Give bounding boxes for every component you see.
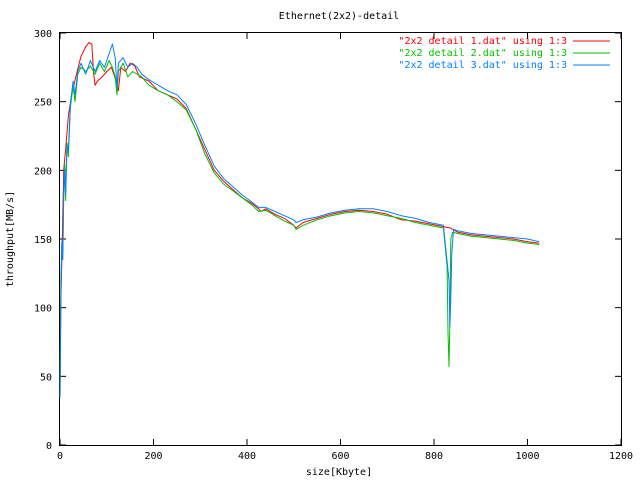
legend: "2x2 detail 1.dat" using 1:3"2x2 detail … bbox=[398, 36, 610, 71]
y-tick-label: 50 bbox=[40, 372, 52, 383]
axis-ticks: 0 200 400 600 800 1000 1200 0 50 100 150 200 250 300 bbox=[34, 29, 633, 462]
x-tick-label: 200 bbox=[144, 451, 162, 462]
legend-label-3: "2x2 detail 3.dat" using 1:3 bbox=[398, 60, 567, 71]
x-tick-label: 1000 bbox=[515, 451, 539, 462]
y-tick-label: 250 bbox=[34, 98, 52, 109]
y-tick-label: 200 bbox=[34, 166, 52, 177]
x-axis-label: size[Kbyte] bbox=[306, 467, 372, 478]
y-tick-label: 150 bbox=[34, 235, 52, 246]
y-tick-label: 300 bbox=[34, 29, 52, 40]
x-tick-label: 0 bbox=[57, 451, 63, 462]
legend-label-1: "2x2 detail 1.dat" using 1:3 bbox=[398, 36, 567, 47]
chart-title: Ethernet(2x2)-detail bbox=[279, 11, 399, 22]
x-tick-label: 600 bbox=[331, 451, 349, 462]
y-tick-label: 100 bbox=[34, 304, 52, 315]
y-tick-label: 0 bbox=[46, 441, 52, 452]
x-tick-label: 400 bbox=[238, 451, 256, 462]
legend-label-2: "2x2 detail 2.dat" using 1:3 bbox=[398, 48, 567, 59]
x-tick-label: 1200 bbox=[609, 451, 633, 462]
plot-frame bbox=[59, 32, 622, 446]
y-axis-label: throughput[MB/s] bbox=[5, 191, 16, 287]
series-layer bbox=[59, 42, 540, 397]
x-tick-label: 800 bbox=[425, 451, 443, 462]
series-line-3 bbox=[59, 43, 540, 397]
